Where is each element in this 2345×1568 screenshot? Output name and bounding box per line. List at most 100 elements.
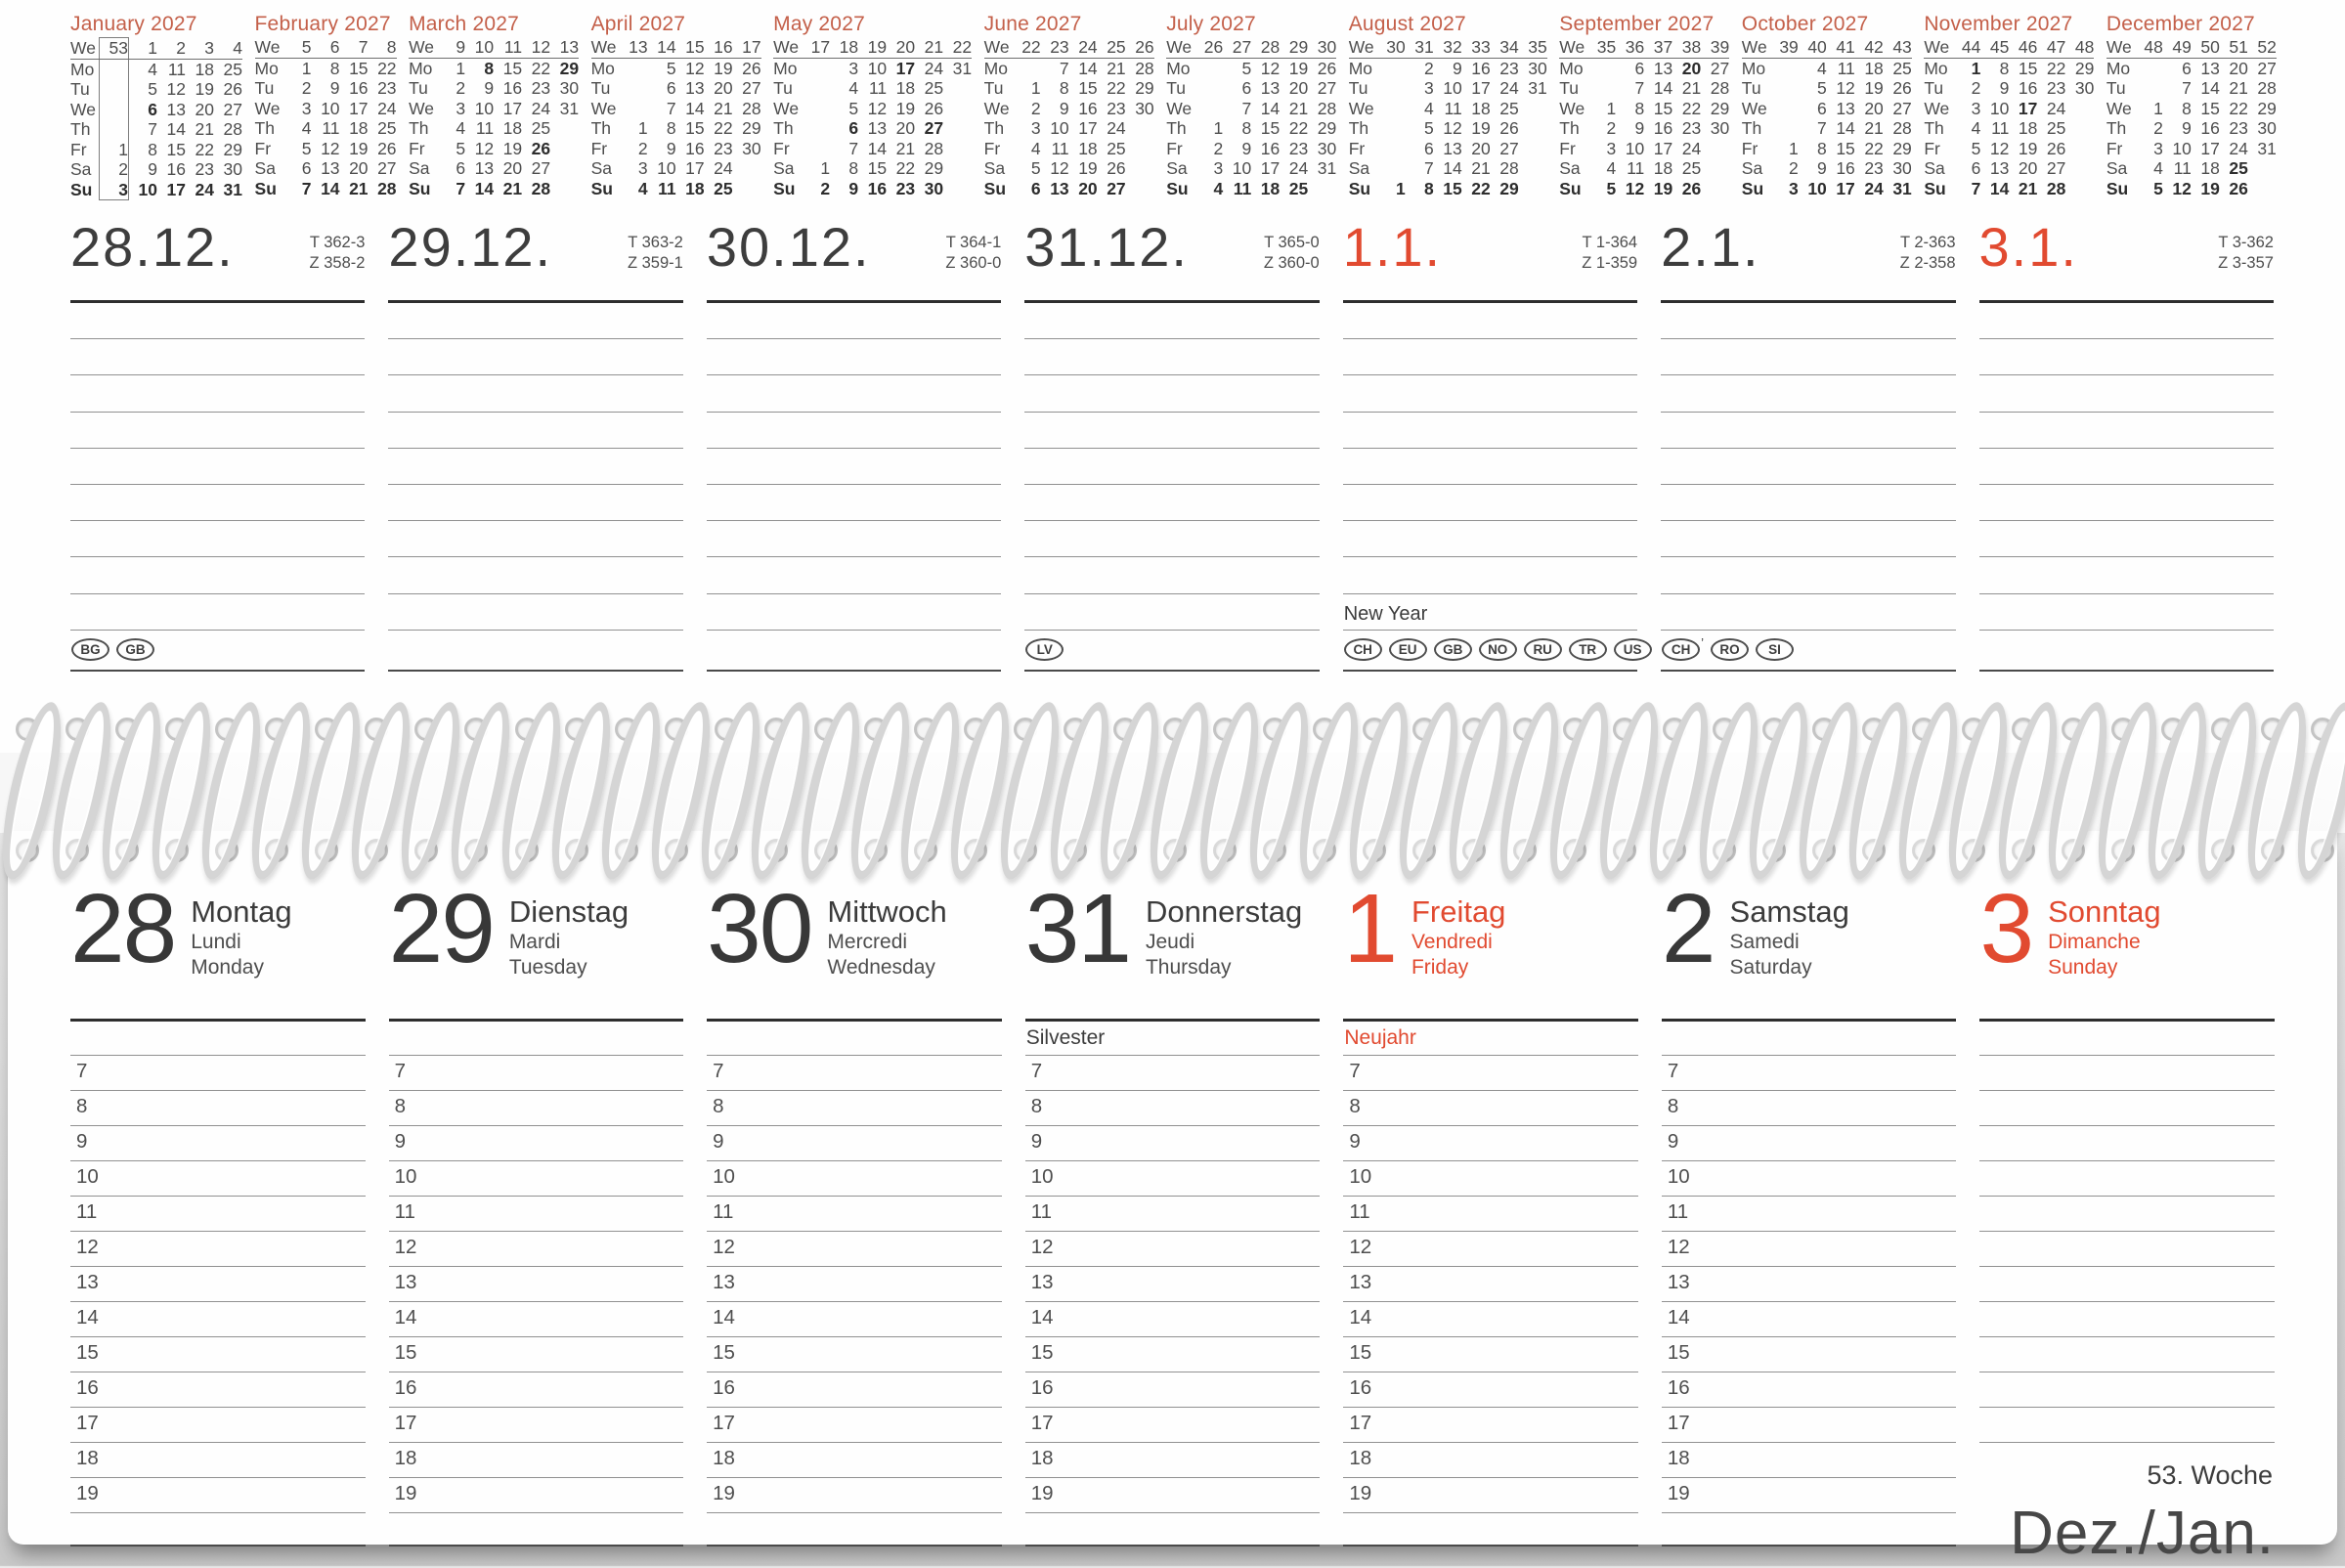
date-cell: 20 — [1681, 58, 1702, 78]
date-cell: 17 — [349, 98, 369, 118]
date-cell: 1 — [456, 58, 466, 78]
date-cell: 4 — [1213, 178, 1224, 198]
ruled-line — [706, 375, 1002, 413]
week-number-cell: 46 — [2009, 37, 2038, 59]
date-cell: 26 — [1499, 118, 1519, 138]
date-cell: 10 — [1625, 138, 1645, 158]
date-cell — [1308, 179, 1336, 199]
date-cell: 12 — [166, 79, 186, 99]
date-cell: 16 — [2018, 78, 2038, 98]
mini-month-grid: We 13 14 15 16 17 Mo 5 12 19 26 Tu 6 13 20 27 We 7 14 21 28 T… — [590, 37, 761, 198]
date-cell: 10 — [474, 98, 495, 118]
hour-row: 7 — [1024, 1056, 1321, 1091]
ruled-line — [1979, 1056, 2276, 1091]
date-cell: 29 — [1317, 118, 1337, 138]
date-cell: 28 — [223, 119, 242, 139]
country-pill: RU — [1523, 638, 1562, 662]
week-number-cell: 48 — [2134, 37, 2163, 59]
hour-row: 19 — [70, 1478, 366, 1513]
day-name-german: Samstag — [1729, 894, 1849, 929]
hour-row: 13 — [1661, 1267, 1957, 1302]
date-cell: 19 — [1288, 58, 1309, 78]
hour-row: 12 — [1661, 1232, 1957, 1267]
hour-row: 12 — [707, 1232, 1002, 1267]
date-cell: 8 — [484, 58, 495, 78]
date-cell: 22 — [195, 139, 214, 159]
country-code: CH — [1662, 638, 1701, 662]
mini-month: October 2027 We 39 40 41 42 43 Mo 4 11 18 25 Tu 5 12 19… — [1741, 12, 1912, 200]
hour-label: 11 — [394, 1200, 415, 1223]
date-cell — [1126, 118, 1154, 139]
date-cell: 6 — [1634, 58, 1645, 78]
ruled-line — [1024, 449, 1320, 485]
date-cell: 4 — [1423, 98, 1434, 118]
date-cell: 5 — [848, 98, 859, 118]
hour-row: 14 — [1661, 1302, 1957, 1337]
date-cell: 28 — [377, 178, 397, 198]
country-pill: SI — [1756, 638, 1794, 662]
date-cell: 20 — [895, 118, 916, 138]
date-cell — [99, 79, 129, 100]
date-cell: 21 — [1288, 98, 1309, 118]
date-cell — [1126, 139, 1154, 159]
day-name-german: Mittwoch — [827, 894, 947, 929]
date-cell: 13 — [1836, 98, 1855, 118]
date-label: 29.12. — [388, 216, 553, 278]
country-code: LV — [1025, 638, 1064, 662]
holiday-row — [707, 1022, 1002, 1056]
date-cell — [1377, 158, 1406, 179]
weekday-label: We — [70, 99, 96, 119]
date-cell — [1770, 78, 1799, 99]
date-cell: 24 — [2229, 138, 2248, 158]
weekday-label: Tu — [590, 78, 611, 98]
header-rule — [1979, 1019, 2276, 1022]
date-cell: 12 — [1989, 138, 2010, 158]
date-cell — [943, 118, 972, 139]
weekday-label: We — [2106, 37, 2135, 59]
date-cell: 11 — [658, 178, 676, 198]
hour-label: 17 — [1030, 1412, 1054, 1434]
date-cell: 2 — [1213, 138, 1224, 158]
country-code: TR — [1568, 638, 1607, 662]
weekday-label: Th — [1348, 118, 1369, 138]
date-cell: 5 — [2153, 178, 2163, 198]
hour-row: 11 — [70, 1197, 366, 1232]
hour-label: 10 — [1030, 1165, 1054, 1188]
date-cell: 16 — [166, 159, 186, 179]
mini-month-row: We 22 23 24 25 26 — [983, 37, 1154, 59]
day-name-german: Dienstag — [508, 894, 630, 929]
day-name-german: Sonntag — [2048, 894, 2161, 929]
mini-month: January 2027 We 53 1 2 3 4 Mo 4 11 18 25 Tu 5 12 19 26 We… — [70, 12, 242, 200]
hour-row: 12 — [1343, 1232, 1638, 1267]
date-cell — [1770, 118, 1799, 139]
mini-month-row: Sa 4 11 18 25 — [2106, 158, 2277, 179]
date-cell: 6 — [1241, 78, 1252, 98]
hour-row: 15 — [388, 1337, 684, 1372]
hour-label: 17 — [713, 1412, 735, 1434]
weekday-label: Mo — [2106, 58, 2131, 78]
hour-row: 18 — [1661, 1443, 1957, 1478]
weekday-label: We — [590, 37, 620, 59]
mini-month-grid: We 39 40 41 42 43 Mo 4 11 18 25 Tu 5 12 19 26 We 6 13 20 27 T… — [1741, 37, 1912, 198]
week-number-cell: 38 — [1672, 37, 1702, 59]
ruled-line — [1661, 339, 1956, 376]
mini-month-row: Tu 5 12 19 26 — [1742, 78, 1912, 99]
day-header: 29 Dienstag Mardi Tuesday — [389, 880, 684, 1019]
hour-row: 11 — [388, 1197, 684, 1232]
country-code: NO — [1478, 638, 1517, 662]
date-cell — [99, 119, 129, 140]
weekday-label: Tu — [1166, 78, 1186, 98]
ruled-line — [1024, 485, 1320, 522]
date-cell — [550, 118, 579, 139]
hour-label: 18 — [394, 1447, 417, 1469]
day-name-german: Montag — [191, 894, 292, 929]
date-cell: 11 — [1991, 118, 2010, 138]
week-number-cell: 48 — [2065, 37, 2095, 59]
weekday-label: Mo — [983, 58, 1008, 78]
date-cell: 17 — [1471, 78, 1491, 98]
weekday-label: We — [409, 98, 434, 118]
hour-row: 18 — [1343, 1443, 1638, 1478]
weekday-label: Th — [409, 118, 429, 138]
remaining-day-counter: Z 358-2 — [309, 254, 366, 272]
weekday-label: We — [1559, 37, 1588, 59]
